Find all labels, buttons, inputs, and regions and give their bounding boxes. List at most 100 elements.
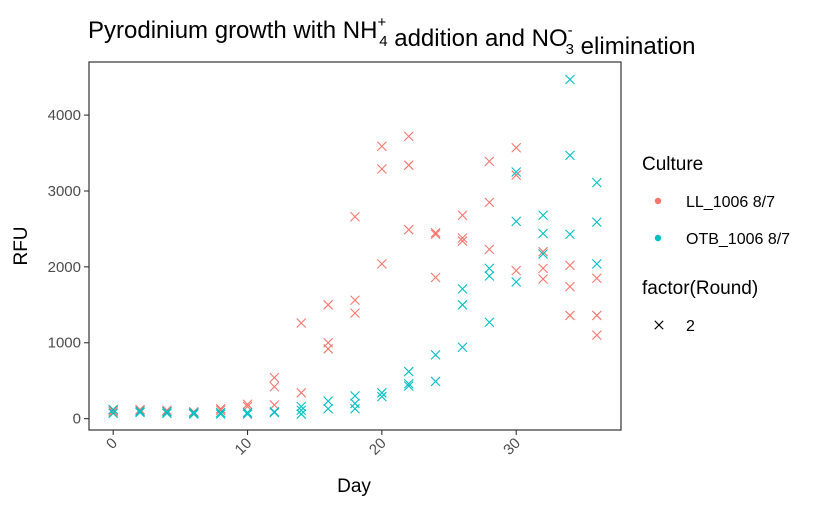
legend-key <box>654 197 662 205</box>
data-point <box>591 177 602 188</box>
data-point <box>135 406 145 416</box>
data-point <box>538 249 548 259</box>
data-point <box>430 272 441 283</box>
data-point <box>376 391 387 402</box>
series-otb-1006-8-7 <box>108 74 602 419</box>
data-point <box>565 150 575 161</box>
data-point <box>296 409 307 419</box>
data-point <box>484 263 495 274</box>
data-point <box>162 406 172 417</box>
data-point <box>350 403 360 414</box>
data-point <box>484 156 495 167</box>
data-point <box>403 366 414 377</box>
data-point <box>350 295 360 306</box>
data-point <box>376 164 387 174</box>
data-point <box>188 409 199 419</box>
data-point <box>457 299 468 310</box>
data-point <box>242 409 253 419</box>
data-point <box>430 227 441 238</box>
data-point <box>323 396 334 407</box>
data-points <box>108 74 602 419</box>
data-point <box>511 265 522 276</box>
data-point <box>376 141 387 152</box>
legend-label: OTB_1006 8/7 <box>686 231 790 248</box>
legend-color-title: Culture <box>642 154 703 175</box>
data-point <box>484 197 495 208</box>
data-point <box>457 236 468 246</box>
data-point <box>108 406 119 417</box>
legend-shape-label: 2 <box>686 318 695 335</box>
data-point <box>538 228 548 239</box>
x-tick-label: 0 <box>103 435 121 453</box>
data-point <box>511 170 522 180</box>
data-point <box>350 390 360 401</box>
data-point <box>538 246 548 257</box>
data-point <box>215 409 226 419</box>
data-point <box>403 160 414 171</box>
data-point <box>376 387 387 398</box>
x-tick-label: 10 <box>232 435 256 459</box>
data-point <box>323 299 334 310</box>
data-point <box>162 405 172 416</box>
data-point <box>457 342 468 353</box>
data-point <box>591 330 602 341</box>
legend-shape-item: 2 <box>654 318 695 335</box>
data-point <box>135 404 145 415</box>
data-point <box>430 229 441 240</box>
data-point <box>484 244 495 255</box>
data-point <box>269 400 280 410</box>
data-point <box>242 407 253 418</box>
data-point <box>403 224 414 235</box>
data-point <box>538 274 548 284</box>
plot-panel <box>88 61 622 431</box>
data-point <box>538 210 548 221</box>
y-tick-label: 3000 <box>48 183 81 200</box>
data-point <box>591 310 602 321</box>
data-point <box>108 404 119 415</box>
legend-key <box>654 234 662 242</box>
data-point <box>403 381 414 391</box>
data-point <box>457 233 468 243</box>
legend-shape-key <box>654 320 664 330</box>
data-point <box>511 167 522 177</box>
data-point <box>565 281 575 292</box>
legend-shape-title: factor(Round) <box>642 278 758 299</box>
y-tick-label: 4000 <box>48 107 81 124</box>
y-tick-label: 2000 <box>48 259 81 276</box>
data-point <box>591 273 602 284</box>
data-point <box>403 378 414 389</box>
data-point <box>376 258 387 269</box>
data-point <box>591 217 602 227</box>
x-tick-label: 30 <box>500 435 524 459</box>
data-point <box>162 408 172 419</box>
data-point <box>350 211 360 222</box>
data-point <box>350 308 360 319</box>
data-point <box>484 271 495 281</box>
data-point <box>296 401 307 412</box>
y-axis: 0 1000 2000 3000 4000 <box>48 107 89 428</box>
data-point <box>565 229 575 240</box>
data-point <box>484 317 495 328</box>
x-tick-label: 20 <box>366 435 390 459</box>
legend-label: LL_1006 8/7 <box>686 194 775 211</box>
data-point <box>296 387 307 398</box>
data-point <box>565 74 575 85</box>
data-point <box>511 142 522 153</box>
x-axis: 0 10 20 30 <box>103 430 524 459</box>
x-axis-title: Day <box>337 476 371 497</box>
data-point <box>242 399 253 410</box>
data-point <box>108 408 119 419</box>
y-tick-label: 0 <box>73 411 81 428</box>
data-point <box>565 310 575 321</box>
data-point <box>591 258 602 269</box>
data-point <box>430 349 441 360</box>
data-point <box>323 343 334 354</box>
legend: Culture LL_1006 8/7 OTB_1006 8/7 factor(R… <box>642 154 790 335</box>
data-point <box>135 407 145 418</box>
data-point <box>457 210 468 221</box>
legend-color-items: LL_1006 8/7 OTB_1006 8/7 <box>654 194 790 248</box>
data-point <box>538 263 548 274</box>
data-point <box>215 407 226 418</box>
data-point <box>296 318 307 328</box>
